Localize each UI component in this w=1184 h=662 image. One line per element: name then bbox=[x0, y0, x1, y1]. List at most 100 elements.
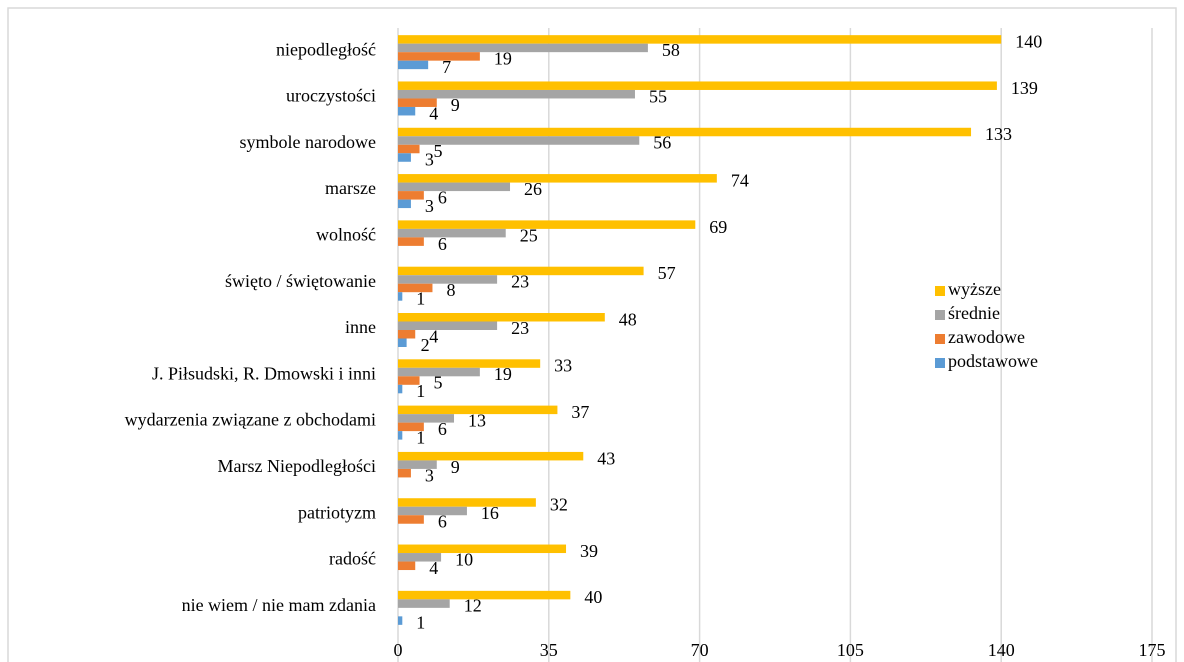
x-tick-label: 35 bbox=[540, 640, 558, 660]
data-label: 1 bbox=[416, 427, 425, 447]
x-tick-label: 0 bbox=[394, 640, 403, 660]
legend-swatch bbox=[935, 334, 945, 344]
data-label: 6 bbox=[438, 512, 447, 532]
data-label: 7 bbox=[442, 57, 451, 77]
data-label: 23 bbox=[511, 272, 529, 292]
bar bbox=[398, 414, 455, 423]
y-tick-label: Marsz Niepodległości bbox=[218, 456, 376, 476]
data-label: 13 bbox=[468, 410, 486, 430]
bar bbox=[398, 553, 442, 562]
bar bbox=[398, 405, 558, 415]
bar bbox=[398, 431, 403, 440]
data-label: 133 bbox=[985, 124, 1012, 144]
data-label: 6 bbox=[438, 234, 447, 254]
bar bbox=[398, 52, 480, 61]
bar bbox=[398, 89, 635, 99]
bar bbox=[398, 81, 997, 90]
bar bbox=[398, 266, 644, 276]
legend-swatch bbox=[935, 358, 945, 368]
bar bbox=[398, 561, 416, 571]
data-label: 2 bbox=[421, 335, 430, 355]
bar bbox=[398, 191, 424, 200]
legend-swatch bbox=[935, 286, 945, 296]
data-label: 1 bbox=[416, 289, 425, 309]
legend-label: wyższe bbox=[948, 279, 1001, 299]
data-label: 1 bbox=[416, 381, 425, 401]
bar bbox=[398, 174, 717, 183]
bar bbox=[398, 43, 648, 53]
data-label: 56 bbox=[653, 133, 671, 153]
bar bbox=[398, 127, 972, 137]
x-tick-label: 70 bbox=[691, 640, 709, 660]
data-label: 55 bbox=[649, 86, 667, 106]
bar bbox=[398, 313, 605, 322]
bar bbox=[398, 106, 416, 116]
bar bbox=[398, 451, 584, 461]
legend-label: zawodowe bbox=[948, 327, 1025, 347]
bar bbox=[398, 599, 450, 608]
data-label: 139 bbox=[1011, 78, 1038, 98]
x-tick-label: 175 bbox=[1139, 640, 1166, 660]
data-label: 58 bbox=[662, 40, 680, 60]
bar bbox=[398, 376, 420, 385]
bar bbox=[398, 498, 536, 507]
bar bbox=[398, 321, 498, 330]
y-tick-label: symbole narodowe bbox=[240, 132, 376, 152]
data-label: 12 bbox=[464, 596, 482, 616]
bar bbox=[398, 460, 437, 469]
y-tick-label: nie wiem / nie mam zdania bbox=[182, 595, 376, 615]
bar bbox=[398, 338, 407, 347]
x-tick-label: 105 bbox=[837, 640, 864, 660]
bar bbox=[398, 60, 429, 70]
legend-swatch bbox=[935, 310, 945, 320]
data-label: 4 bbox=[429, 326, 438, 346]
data-label: 1 bbox=[416, 613, 425, 633]
bar bbox=[398, 616, 403, 625]
bar bbox=[398, 330, 416, 339]
bar bbox=[398, 144, 420, 154]
y-tick-label: niepodległość bbox=[276, 39, 376, 59]
y-tick-label: wolność bbox=[316, 225, 376, 245]
data-label: 9 bbox=[451, 457, 460, 477]
data-label: 33 bbox=[554, 356, 572, 376]
bar bbox=[398, 35, 1002, 44]
y-tick-label: inne bbox=[345, 317, 376, 337]
data-label: 3 bbox=[425, 150, 434, 170]
data-label: 19 bbox=[494, 364, 512, 384]
bar bbox=[398, 136, 640, 145]
bar bbox=[398, 98, 437, 107]
data-label: 6 bbox=[438, 419, 447, 439]
y-tick-label: święto / świętowanie bbox=[225, 271, 376, 291]
data-label: 19 bbox=[494, 49, 512, 69]
data-label: 8 bbox=[446, 280, 455, 300]
y-tick-label: J. Piłsudski, R. Dmowski i inni bbox=[152, 363, 376, 383]
bar bbox=[398, 384, 403, 394]
data-label: 43 bbox=[597, 448, 615, 468]
y-tick-label: radość bbox=[329, 549, 376, 569]
x-tick-label: 140 bbox=[988, 640, 1015, 660]
data-label: 69 bbox=[709, 217, 727, 237]
bar bbox=[398, 275, 498, 284]
bar bbox=[398, 153, 411, 162]
data-label: 140 bbox=[1015, 32, 1042, 52]
bar bbox=[398, 468, 411, 478]
bar bbox=[398, 590, 571, 600]
bar bbox=[398, 506, 467, 516]
y-tick-label: uroczystości bbox=[286, 86, 376, 106]
data-label: 26 bbox=[524, 179, 542, 199]
data-label: 74 bbox=[731, 170, 749, 190]
legend-label: średnie bbox=[948, 303, 1000, 323]
data-label: 6 bbox=[438, 187, 447, 207]
bar bbox=[398, 367, 480, 377]
data-label: 4 bbox=[429, 103, 438, 123]
bar bbox=[398, 292, 403, 301]
data-label: 3 bbox=[425, 196, 434, 216]
y-tick-label: wydarzenia związane z obchodami bbox=[125, 410, 376, 430]
data-label: 23 bbox=[511, 318, 529, 338]
data-label: 32 bbox=[550, 495, 568, 515]
bar bbox=[398, 422, 424, 432]
data-label: 57 bbox=[658, 263, 676, 283]
bar bbox=[398, 283, 433, 293]
y-tick-label: patriotyzm bbox=[298, 502, 376, 522]
chart-frame bbox=[7, 7, 1177, 662]
